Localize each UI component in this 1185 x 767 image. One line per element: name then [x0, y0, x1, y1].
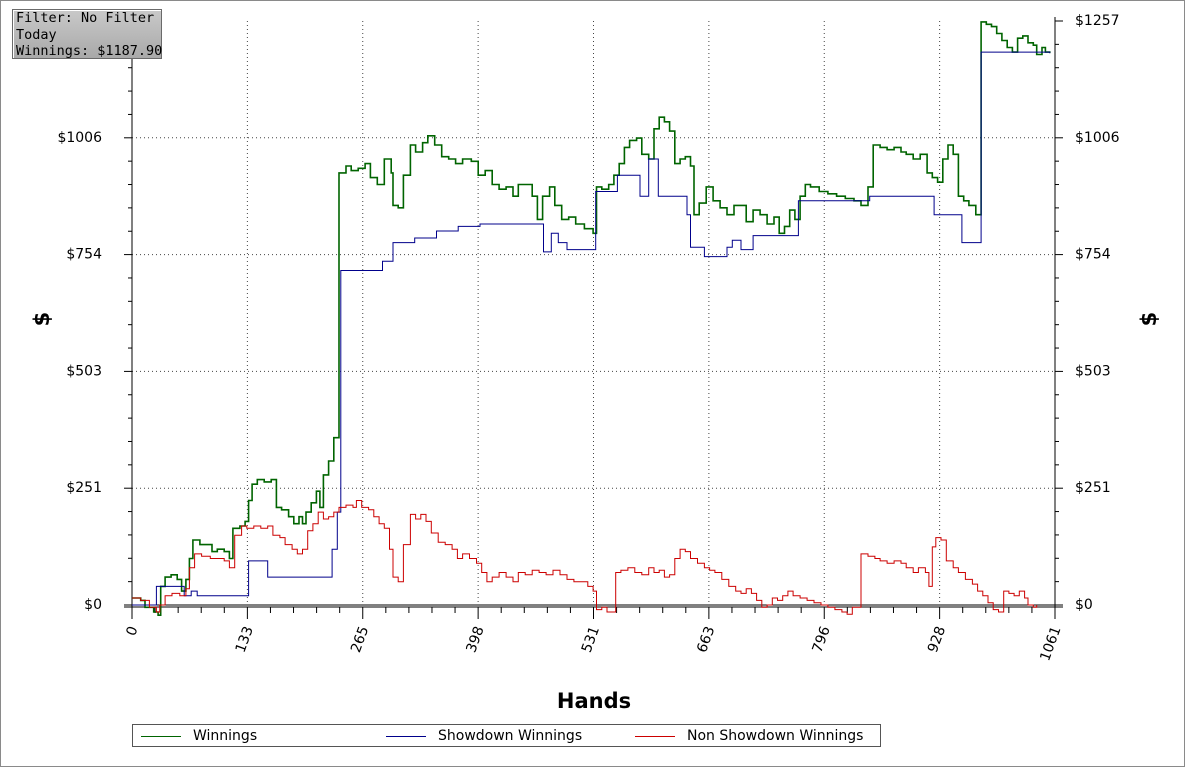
- grid-lines: [132, 21, 1055, 605]
- filter-info-box: Filter: No Filter Today Winnings: $1187.…: [12, 9, 162, 59]
- y-tick-label-right: $503: [1075, 363, 1111, 379]
- x-tick-label: 398: [463, 624, 487, 655]
- axes: [124, 17, 1063, 619]
- y-axis-title-right: $: [1137, 312, 1161, 327]
- legend-item-showdown: Showdown Winnings: [386, 727, 582, 745]
- tick-labels: $0 $0 $251 $251 $503 $503 $754 $754 $1006 $1006 $1…: [57, 13, 1119, 663]
- filter-text: Filter: No Filter: [16, 10, 155, 26]
- x-tick-label: 133: [233, 624, 257, 655]
- x-tick-label: 796: [810, 624, 834, 655]
- legend-item-non-showdown: Non Showdown Winnings: [635, 727, 863, 745]
- legend-label-non-showdown: Non Showdown Winnings: [687, 728, 864, 744]
- series-line-showdown-winnings: [132, 51, 1051, 606]
- y-tick-label-right: $1006: [1075, 130, 1120, 146]
- chart-legend: Winnings Showdown Winnings Non Showdown …: [132, 724, 881, 747]
- y-tick-label-left: $1006: [57, 130, 102, 146]
- legend-swatch-non-showdown: [635, 735, 675, 737]
- legend-item-winnings: Winnings: [141, 727, 257, 745]
- y-tick-label-left: $0: [84, 597, 102, 613]
- y-tick-label-right: $0: [1075, 597, 1093, 613]
- y-tick-label-right: $251: [1075, 480, 1111, 496]
- y-axis-title-left: $: [30, 312, 54, 327]
- winnings-total-text: Winnings: $1187.90: [16, 43, 163, 59]
- period-text: Today: [16, 26, 57, 43]
- x-tick-label: 928: [925, 624, 949, 655]
- y-tick-label-left: $503: [66, 363, 102, 379]
- y-tick-label-right: $754: [1075, 247, 1111, 263]
- legend-label-showdown: Showdown Winnings: [438, 728, 583, 744]
- y-tick-label-left: $251: [66, 480, 102, 496]
- legend-swatch-winnings: [141, 735, 181, 737]
- series-lines: [132, 21, 1051, 616]
- x-tick-label: 1061: [1037, 624, 1064, 663]
- x-axis-title: Hands: [557, 689, 631, 713]
- y-tick-label-right: $1257: [1075, 13, 1120, 29]
- y-tick-label-left: $754: [66, 247, 102, 263]
- x-tick-label: 663: [694, 624, 718, 655]
- legend-swatch-showdown: [386, 735, 426, 737]
- x-tick-label: 531: [579, 624, 603, 655]
- series-line-winnings: [132, 21, 1051, 616]
- legend-label-winnings: Winnings: [193, 728, 258, 744]
- series-line-non-showdown-winnings: [132, 500, 1038, 615]
- x-tick-label: 0: [123, 624, 141, 638]
- x-tick-label: 265: [348, 624, 372, 655]
